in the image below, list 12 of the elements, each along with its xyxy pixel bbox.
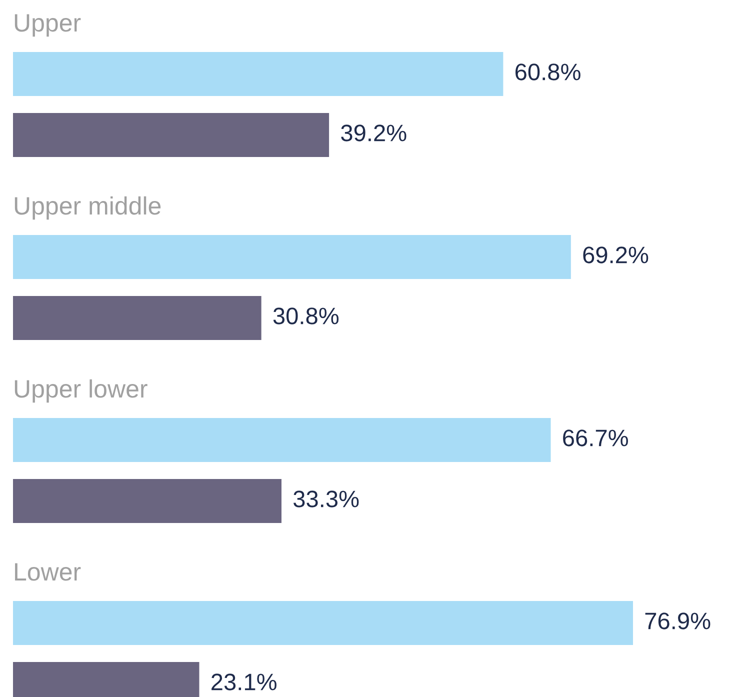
y-tick-label: Upper middle	[14, 196, 161, 220]
y-tick-label: Upper	[14, 14, 81, 37]
data-label: 60.8%	[516, 64, 580, 80]
data-label: 66.7%	[563, 430, 628, 446]
data-label: 33.3%	[293, 490, 359, 508]
data-label: 69.2%	[583, 246, 648, 264]
data-label: 39.2%	[341, 124, 406, 142]
data-label: 23.1%	[212, 674, 276, 690]
data-label: 30.8%	[273, 308, 339, 324]
data-label: 76.9%	[645, 612, 710, 630]
y-tick-label: Lower	[15, 563, 81, 581]
y-tick-label: Upper lower	[14, 379, 148, 403]
